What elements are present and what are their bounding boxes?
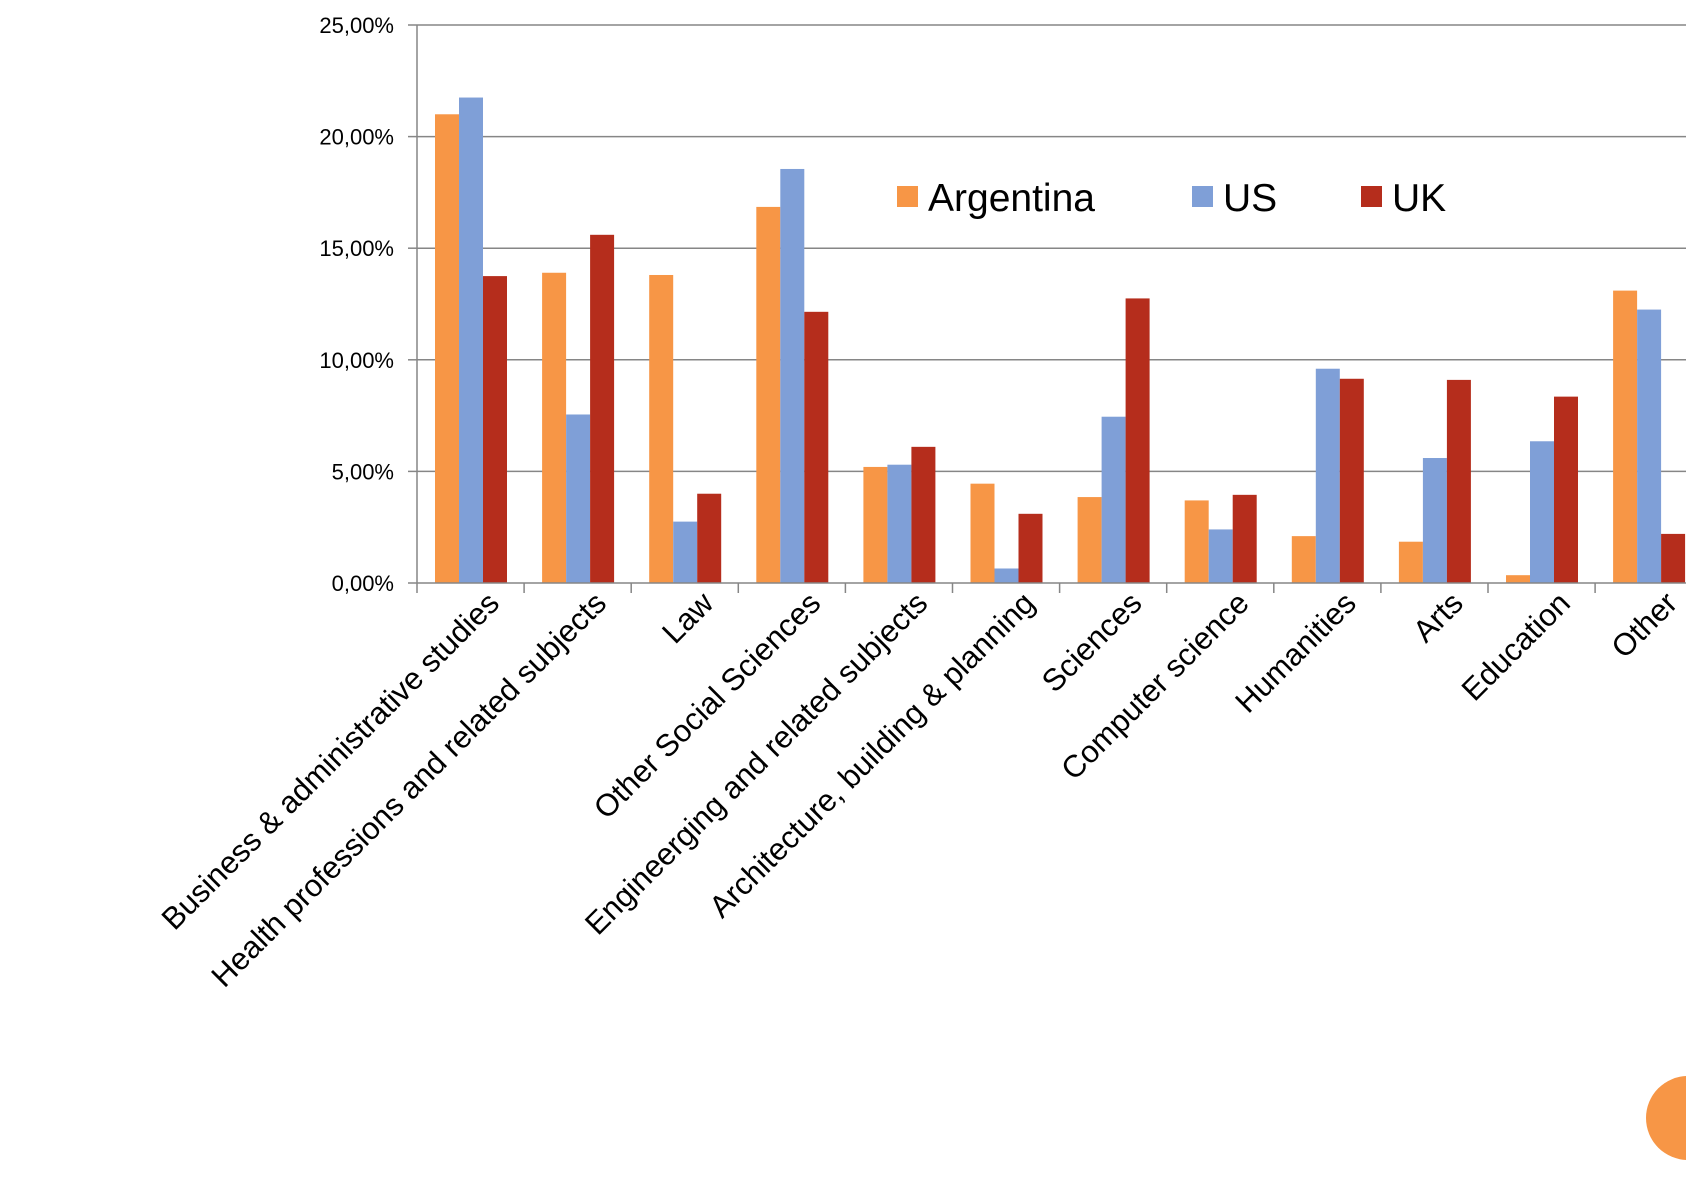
legend-label-uk: UK	[1392, 177, 1446, 220]
bar-argentina-other-social-sciences	[756, 206, 781, 583]
x-tick-label-sciences: Sciences	[1035, 585, 1149, 699]
x-tick-label-computer-science: Computer science	[1054, 585, 1255, 786]
bar-uk-computer-science	[1232, 494, 1257, 583]
bar-argentina-education	[1506, 575, 1530, 583]
y-tick-label: 5,00%	[332, 459, 394, 484]
legend: Argentina US UK	[897, 177, 1446, 220]
x-tick-label-other: Other	[1604, 585, 1684, 665]
bar-argentina-computer-science	[1184, 500, 1209, 583]
bar-argentina-business-administrative-studies	[435, 114, 459, 583]
x-tick-label-health-professions-and-related-subjects: Health professions and related subjects	[204, 585, 613, 994]
legend-label-argentina: Argentina	[928, 177, 1095, 220]
bars	[435, 97, 1686, 584]
bar-uk-other-social-sciences	[804, 311, 829, 583]
y-tick-labels: 0,00% 5,00% 10,00% 15,00% 20,00% 25,00%	[319, 13, 394, 596]
bar-argentina-health-professions-and-related-subjects	[542, 272, 567, 583]
bar-uk-sciences	[1125, 298, 1150, 583]
bar-us-other	[1637, 309, 1662, 583]
bar-us-engineerging-and-related-subjects	[887, 464, 912, 583]
bar-argentina-sciences	[1077, 497, 1102, 583]
bar-uk-law	[697, 493, 722, 583]
x-tick-label-education: Education	[1455, 585, 1577, 707]
y-tick-label: 25,00%	[319, 13, 394, 38]
bar-us-education	[1530, 441, 1554, 583]
bar-us-other-social-sciences	[780, 168, 805, 584]
bar-us-arts	[1422, 458, 1447, 583]
bar-argentina-arts	[1398, 541, 1423, 583]
x-tick-label-arts: Arts	[1406, 585, 1470, 649]
bar-us-health-professions-and-related-subjects	[566, 414, 591, 583]
bar-uk-humanities	[1339, 378, 1364, 583]
gridlines	[408, 24, 1686, 584]
corner-decoration-circle	[1646, 1076, 1686, 1160]
legend-swatch-uk	[1361, 186, 1382, 207]
x-tick-label-law: Law	[655, 585, 720, 650]
bar-us-architecture-building-planning	[994, 568, 1019, 583]
legend-swatch-us	[1192, 186, 1213, 207]
bar-us-computer-science	[1208, 529, 1233, 583]
bar-uk-business-administrative-studies	[483, 276, 507, 583]
bar-argentina-law	[649, 274, 674, 583]
y-tick-label: 20,00%	[319, 125, 394, 150]
legend-swatch-argentina	[897, 186, 918, 207]
x-tick-labels: Business & administrative studiesHealth …	[155, 585, 1684, 994]
legend-label-us: US	[1223, 177, 1277, 220]
bar-uk-other	[1661, 533, 1686, 583]
bar-us-law	[673, 521, 698, 583]
bar-argentina-humanities	[1291, 536, 1316, 583]
bar-uk-health-professions-and-related-subjects	[590, 234, 615, 584]
y-tick-label: 15,00%	[319, 236, 394, 261]
bar-us-business-administrative-studies	[459, 97, 483, 583]
bar-us-sciences	[1101, 416, 1126, 583]
bar-uk-arts	[1446, 379, 1471, 583]
y-tick-label: 10,00%	[319, 348, 394, 373]
bar-us-humanities	[1315, 368, 1340, 583]
bar-uk-architecture-building-planning	[1018, 513, 1043, 583]
y-tick-label: 0,00%	[332, 571, 394, 596]
bar-argentina-other	[1613, 290, 1638, 583]
bar-uk-education	[1554, 396, 1578, 583]
axes	[416, 25, 1686, 593]
bar-uk-engineerging-and-related-subjects	[911, 446, 936, 583]
bar-argentina-engineerging-and-related-subjects	[863, 466, 888, 583]
bar-argentina-architecture-building-planning	[970, 483, 995, 583]
